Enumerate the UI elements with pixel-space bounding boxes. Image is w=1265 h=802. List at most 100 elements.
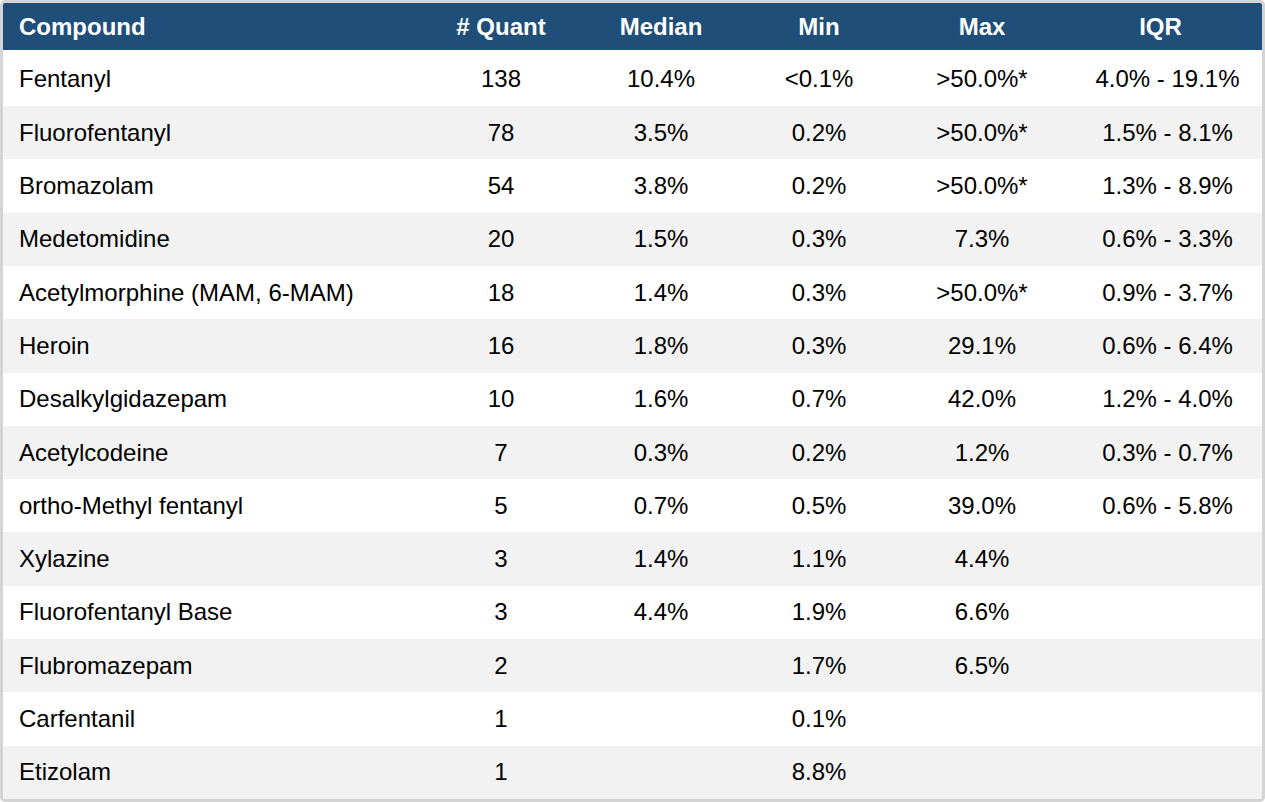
table-row: Bromazolam543.8%0.2%>50.0%*1.3% - 8.9% xyxy=(3,159,1262,212)
cell-max xyxy=(905,692,1059,745)
table-row: Medetomidine201.5%0.3%7.3%0.6% - 3.3% xyxy=(3,213,1262,266)
column-header-iqr: IQR xyxy=(1059,3,1262,51)
table-row: Carfentanil1 0.1% xyxy=(3,692,1262,745)
cell-quant: 10 xyxy=(413,373,589,426)
cell-iqr: 1.5% - 8.1% xyxy=(1059,106,1262,159)
cell-min: 0.2% xyxy=(733,426,905,479)
table-row: Fentanyl13810.4%<0.1%>50.0%*4.0% - 19.1% xyxy=(3,51,1262,106)
cell-median: 3.5% xyxy=(589,106,733,159)
cell-quant: 3 xyxy=(413,586,589,639)
cell-min: 0.1% xyxy=(733,692,905,745)
cell-max xyxy=(905,746,1059,799)
cell-min: 1.9% xyxy=(733,586,905,639)
cell-quant: 18 xyxy=(413,266,589,319)
cell-median: 4.4% xyxy=(589,586,733,639)
cell-iqr xyxy=(1059,532,1262,585)
cell-iqr: 1.2% - 4.0% xyxy=(1059,373,1262,426)
cell-iqr: 0.9% - 3.7% xyxy=(1059,266,1262,319)
cell-compound: Fentanyl xyxy=(3,51,413,106)
cell-iqr xyxy=(1059,639,1262,692)
table-row: Heroin161.8%0.3%29.1%0.6% - 6.4% xyxy=(3,319,1262,372)
cell-compound: ortho-Methyl fentanyl xyxy=(3,479,413,532)
column-header-compound: Compound xyxy=(3,3,413,51)
cell-median: 1.4% xyxy=(589,532,733,585)
table-row: Acetylmorphine (MAM, 6-MAM)181.4%0.3%>50… xyxy=(3,266,1262,319)
cell-compound: Xylazine xyxy=(3,532,413,585)
cell-iqr: 0.6% - 3.3% xyxy=(1059,213,1262,266)
cell-compound: Acetylcodeine xyxy=(3,426,413,479)
cell-max: 42.0% xyxy=(905,373,1059,426)
cell-median xyxy=(589,692,733,745)
cell-iqr xyxy=(1059,692,1262,745)
cell-max: 6.5% xyxy=(905,639,1059,692)
table-body: Fentanyl13810.4%<0.1%>50.0%*4.0% - 19.1%… xyxy=(3,51,1262,799)
cell-quant: 20 xyxy=(413,213,589,266)
cell-min: 0.3% xyxy=(733,266,905,319)
cell-compound: Fluorofentanyl xyxy=(3,106,413,159)
cell-quant: 1 xyxy=(413,692,589,745)
compound-quant-table: Compound # Quant Median Min Max IQR Fent… xyxy=(0,0,1265,802)
cell-quant: 16 xyxy=(413,319,589,372)
cell-max: >50.0%* xyxy=(905,266,1059,319)
table-row: Xylazine31.4%1.1%4.4% xyxy=(3,532,1262,585)
cell-iqr: 4.0% - 19.1% xyxy=(1059,51,1262,106)
cell-compound: Acetylmorphine (MAM, 6-MAM) xyxy=(3,266,413,319)
table-row: Flubromazepam2 1.7%6.5% xyxy=(3,639,1262,692)
cell-compound: Etizolam xyxy=(3,746,413,799)
cell-quant: 5 xyxy=(413,479,589,532)
cell-max: 6.6% xyxy=(905,586,1059,639)
cell-min: 0.3% xyxy=(733,319,905,372)
table-row: Fluorofentanyl783.5%0.2%>50.0%*1.5% - 8.… xyxy=(3,106,1262,159)
cell-quant: 7 xyxy=(413,426,589,479)
cell-iqr: 0.6% - 6.4% xyxy=(1059,319,1262,372)
cell-compound: Heroin xyxy=(3,319,413,372)
column-header-median: Median xyxy=(589,3,733,51)
cell-compound: Fluorofentanyl Base xyxy=(3,586,413,639)
cell-max: 29.1% xyxy=(905,319,1059,372)
cell-compound: Desalkylgidazepam xyxy=(3,373,413,426)
cell-quant: 1 xyxy=(413,746,589,799)
cell-min: 0.2% xyxy=(733,159,905,212)
cell-median xyxy=(589,746,733,799)
cell-min: 1.7% xyxy=(733,639,905,692)
cell-min: 0.3% xyxy=(733,213,905,266)
cell-min: 0.2% xyxy=(733,106,905,159)
cell-max: >50.0%* xyxy=(905,159,1059,212)
cell-quant: 2 xyxy=(413,639,589,692)
table-row: Acetylcodeine70.3%0.2%1.2%0.3% - 0.7% xyxy=(3,426,1262,479)
cell-compound: Medetomidine xyxy=(3,213,413,266)
data-table: Compound # Quant Median Min Max IQR Fent… xyxy=(3,3,1262,799)
cell-max: 39.0% xyxy=(905,479,1059,532)
cell-iqr xyxy=(1059,746,1262,799)
cell-median: 1.5% xyxy=(589,213,733,266)
cell-iqr: 0.3% - 0.7% xyxy=(1059,426,1262,479)
table-row: ortho-Methyl fentanyl50.7%0.5%39.0%0.6% … xyxy=(3,479,1262,532)
cell-max: >50.0%* xyxy=(905,106,1059,159)
cell-max: >50.0%* xyxy=(905,51,1059,106)
cell-median: 1.8% xyxy=(589,319,733,372)
cell-max: 7.3% xyxy=(905,213,1059,266)
column-header-min: Min xyxy=(733,3,905,51)
header-row: Compound # Quant Median Min Max IQR xyxy=(3,3,1262,51)
cell-compound: Carfentanil xyxy=(3,692,413,745)
cell-median xyxy=(589,639,733,692)
table-row: Desalkylgidazepam101.6%0.7%42.0%1.2% - 4… xyxy=(3,373,1262,426)
cell-iqr xyxy=(1059,586,1262,639)
cell-median: 0.3% xyxy=(589,426,733,479)
cell-median: 1.4% xyxy=(589,266,733,319)
cell-compound: Bromazolam xyxy=(3,159,413,212)
cell-min: 0.5% xyxy=(733,479,905,532)
cell-iqr: 1.3% - 8.9% xyxy=(1059,159,1262,212)
cell-min: 0.7% xyxy=(733,373,905,426)
cell-quant: 3 xyxy=(413,532,589,585)
cell-min: 1.1% xyxy=(733,532,905,585)
cell-quant: 138 xyxy=(413,51,589,106)
cell-max: 1.2% xyxy=(905,426,1059,479)
cell-min: 8.8% xyxy=(733,746,905,799)
cell-min: <0.1% xyxy=(733,51,905,106)
column-header-quant: # Quant xyxy=(413,3,589,51)
cell-median: 0.7% xyxy=(589,479,733,532)
cell-quant: 54 xyxy=(413,159,589,212)
cell-compound: Flubromazepam xyxy=(3,639,413,692)
cell-median: 3.8% xyxy=(589,159,733,212)
